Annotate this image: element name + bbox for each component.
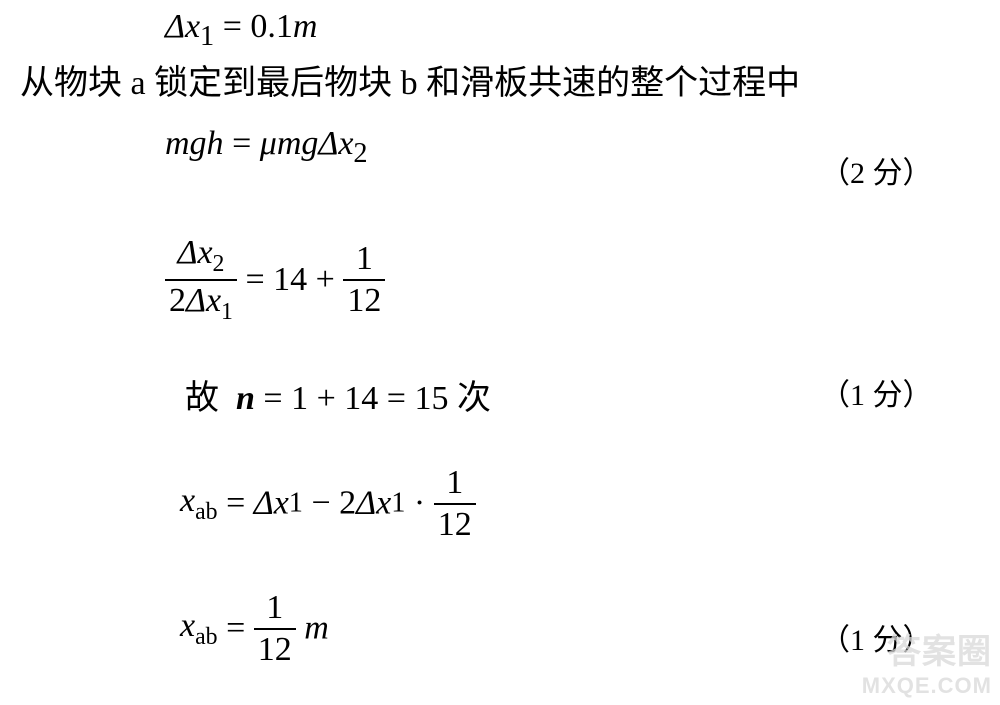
equation-dx1: Δx1 = 0.1m: [165, 8, 317, 53]
equation-xab-expr: xab = Δx1 − 2Δx1 · 112: [180, 465, 476, 542]
equation-ratio: Δx22Δx1 = 14 + 112: [165, 235, 385, 325]
score-1b: （1 分）: [820, 615, 933, 659]
equation-energy: mgh = μmgΔx2: [165, 125, 368, 170]
score-2: （2 分）: [820, 148, 933, 192]
watermark-line2: MXQE.COM: [862, 673, 992, 699]
equation-n: 故 n = 1 + 14 = 15 次: [185, 370, 491, 419]
equation-xab-val: xab = 112 m: [180, 590, 329, 667]
score-1a: （1 分）: [820, 370, 933, 414]
text-process: 从物块 a 锁定到最后物块 b 和滑板共速的整个过程中: [20, 55, 800, 104]
page: Δx1 = 0.1m 从物块 a 锁定到最后物块 b 和滑板共速的整个过程中 m…: [0, 0, 1000, 705]
